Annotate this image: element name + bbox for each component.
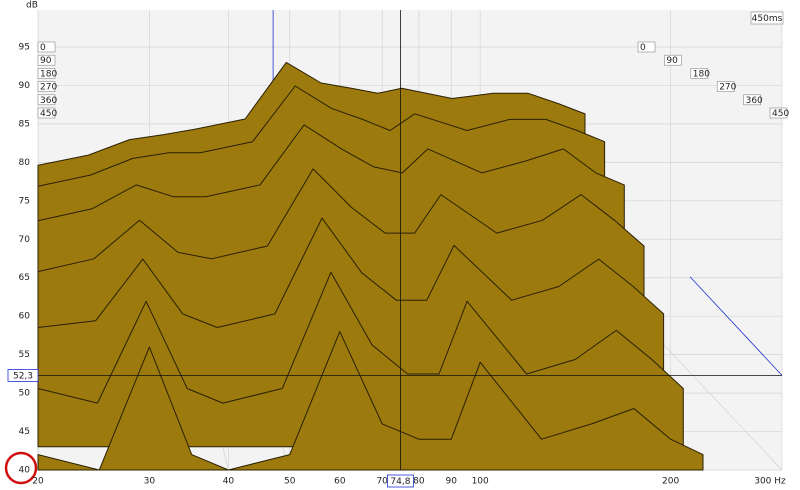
x-tick-label: 70 <box>376 477 388 487</box>
slices <box>37 61 704 471</box>
z-tick-label: 0 <box>40 43 46 53</box>
floor-grid-line <box>649 329 783 471</box>
y-tick-label: 75 <box>19 196 30 206</box>
y-tick-label: 85 <box>19 119 30 129</box>
y-tick-label: 90 <box>19 81 31 91</box>
z-tick-box <box>743 94 761 106</box>
y-tick-label: 60 <box>19 312 31 322</box>
z-tick-label: 270 <box>40 83 57 93</box>
x-tick-label: 100 <box>472 477 489 487</box>
z-tick-label: 450 <box>772 109 789 119</box>
z-tick-label: 180 <box>40 69 57 79</box>
z-tick-box <box>637 41 656 53</box>
time-span-box <box>750 11 784 25</box>
y-tick-label: 95 <box>19 43 30 53</box>
x-tick-label: 40 <box>223 477 235 487</box>
slice <box>37 271 684 448</box>
z-tick-box <box>37 68 56 79</box>
y-tick-label: 50 <box>19 389 31 399</box>
cursor-level-box <box>7 369 39 382</box>
highlight-circle <box>4 451 38 485</box>
y-tick-label: 45 <box>19 427 30 437</box>
z-tick-box <box>664 54 682 66</box>
cursor-level-label: 52,3 <box>13 371 33 381</box>
x-tick-label: 20 <box>32 477 44 487</box>
time-span-label: 450ms <box>752 14 783 24</box>
x-tick-label: 80 <box>413 477 425 487</box>
cursor-freq-box <box>387 474 414 488</box>
z-tick-box <box>37 41 56 53</box>
x-tick-label: 300 Hz <box>754 477 786 487</box>
z-tick-box <box>37 107 56 119</box>
z-tick-box <box>37 81 56 92</box>
slice <box>37 331 704 471</box>
y-tick-label: 40 <box>19 466 31 476</box>
y-tick-label: 55 <box>19 350 30 360</box>
z-tick-label: 450 <box>40 109 57 119</box>
z-tick-box <box>37 54 56 66</box>
z-tick-label: 180 <box>693 69 710 79</box>
z-tick-label: 360 <box>746 96 763 106</box>
z-tick-box <box>690 68 709 79</box>
y-tick-label: 65 <box>19 273 30 283</box>
overlay: 52,3 74,8 <box>7 10 782 488</box>
z-tick-label: 0 <box>640 43 646 53</box>
z-tick-label: 90 <box>666 56 678 66</box>
z-tick-box <box>37 94 56 106</box>
y-axis-label: dB <box>26 1 38 11</box>
x-tick-label: 60 <box>334 477 346 487</box>
z-tick-box <box>716 81 735 92</box>
z-tick-label: 270 <box>719 83 736 93</box>
x-tick-label: 200 <box>662 477 679 487</box>
x-tick-label: 50 <box>284 477 296 487</box>
y-tick-label: 70 <box>19 235 31 245</box>
z-tick-label: 90 <box>40 56 52 66</box>
x-tick-label: 30 <box>144 477 156 487</box>
z-tick-box <box>769 107 788 119</box>
cursor-freq-label: 74,8 <box>390 477 410 487</box>
y-tick-label: 80 <box>19 158 31 168</box>
x-tick-label: 90 <box>445 477 457 487</box>
cursor-floor-line <box>689 276 783 376</box>
z-tick-label: 360 <box>40 96 57 106</box>
